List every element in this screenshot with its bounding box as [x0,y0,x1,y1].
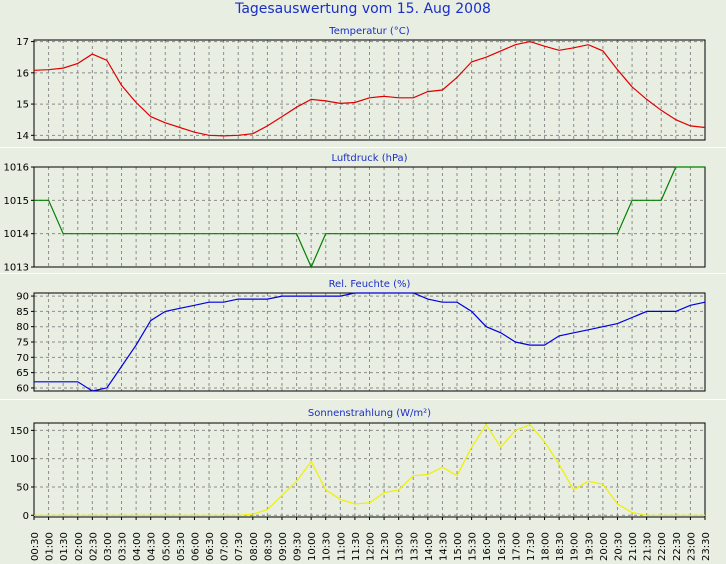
x-tick-label: 00:30 [30,532,41,561]
x-tick-label: 15:30 [468,532,479,561]
x-tick-label: 08:00 [249,532,260,561]
y-tick-label: 16 [16,68,29,79]
x-tick-label: 13:00 [395,532,406,561]
x-tick-label: 18:30 [555,532,566,561]
panel-title: Temperatur (°C) [328,26,409,37]
y-tick-label: 90 [16,292,29,303]
x-tick-label: 05:00 [161,532,172,561]
x-tick-label: 02:00 [74,532,85,561]
x-tick-label: 10:30 [322,532,333,561]
panel-title: Rel. Feuchte (%) [329,279,411,290]
x-tick-label: 10:00 [307,532,318,561]
y-tick-label: 14 [16,131,29,142]
x-tick-label: 14:00 [424,532,435,561]
x-tick-label: 06:00 [190,532,201,561]
y-tick-label: 0 [23,511,29,522]
y-tick-label: 1015 [4,196,29,207]
y-tick-label: 75 [16,338,29,349]
panel-title: Sonnenstrahlung (W/m²) [308,408,431,419]
x-tick-label: 16:00 [482,532,493,561]
x-tick-label: 01:00 [45,532,56,561]
y-tick-label: 17 [16,37,29,48]
x-tick-label: 22:00 [657,532,668,561]
y-tick-label: 60 [16,383,29,394]
y-tick-label: 85 [16,307,29,318]
x-tick-label: 12:00 [366,532,377,561]
x-tick-label: 17:30 [526,532,537,561]
x-tick-label: 20:00 [599,532,610,561]
y-tick-label: 1014 [4,229,29,240]
x-tick-label: 22:30 [672,532,683,561]
y-tick-label: 15 [16,100,29,111]
x-tick-label: 09:00 [278,532,289,561]
x-tick-label: 21:00 [628,532,639,561]
x-tick-label: 16:30 [497,532,508,561]
x-tick-label: 23:00 [686,532,697,561]
y-tick-label: 100 [10,454,29,465]
x-tick-label: 19:00 [570,532,581,561]
panel-title: Luftdruck (hPa) [331,153,407,164]
x-tick-label: 05:30 [176,532,187,561]
y-tick-label: 70 [16,353,29,364]
x-tick-label: 23:30 [701,532,712,561]
x-tick-label: 17:00 [511,532,522,561]
x-tick-label: 20:30 [613,532,624,561]
x-tick-label: 14:30 [438,532,449,561]
plot-frame [33,166,706,268]
x-tick-label: 11:30 [351,532,362,561]
x-tick-label: 02:30 [88,532,99,561]
y-tick-label: 50 [16,482,29,493]
x-tick-label: 03:30 [118,532,129,561]
y-tick-label: 1016 [4,163,29,174]
x-tick-label: 01:30 [59,532,70,561]
x-tick-label: 13:30 [409,532,420,561]
x-tick-label: 21:30 [643,532,654,561]
series-line [33,40,706,137]
y-tick-label: 80 [16,322,29,333]
x-tick-label: 04:00 [132,532,143,561]
plot-frame [33,39,706,141]
x-tick-label: 18:00 [541,532,552,561]
series-line [34,423,705,516]
x-tick-label: 07:00 [220,532,231,561]
x-tick-label: 15:00 [453,532,464,561]
series-line [34,292,706,392]
x-tick-label: 09:30 [293,532,304,561]
x-tick-label: 11:00 [336,532,347,561]
x-tick-label: 07:30 [234,532,245,561]
x-tick-label: 06:30 [205,532,216,561]
x-tick-label: 03:00 [103,532,114,561]
series-line [34,166,705,269]
x-tick-label: 12:30 [380,532,391,561]
x-tick-label: 19:30 [584,532,595,561]
y-tick-label: 65 [16,368,29,379]
x-tick-label: 04:30 [147,532,158,561]
y-tick-label: 150 [10,426,29,437]
y-tick-label: 1013 [4,263,29,274]
page-title: Tagesauswertung vom 15. Aug 2008 [235,1,491,17]
x-tick-label: 08:30 [263,532,274,561]
